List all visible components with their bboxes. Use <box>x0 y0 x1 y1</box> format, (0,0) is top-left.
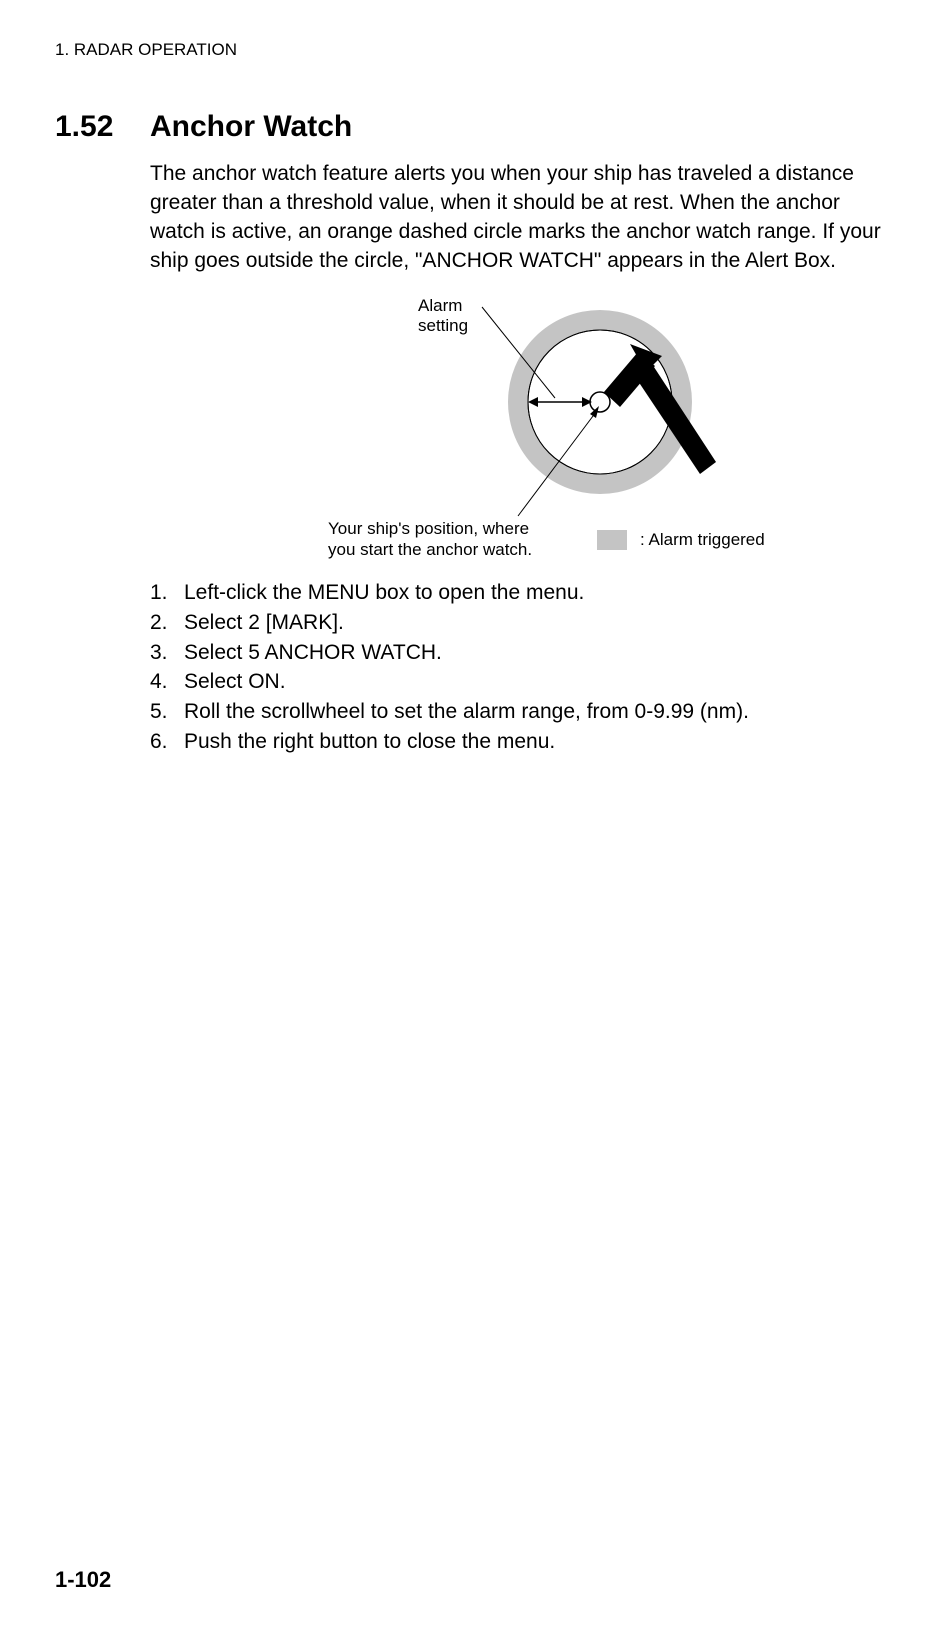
step-number: 2. <box>150 608 184 638</box>
list-item: 2. Select 2 [MARK]. <box>150 608 895 638</box>
step-text: Select ON. <box>184 667 286 697</box>
chapter-header: 1. RADAR OPERATION <box>55 40 895 60</box>
list-item: 4. Select ON. <box>150 667 895 697</box>
section-number: 1.52 <box>55 110 150 144</box>
step-number: 6. <box>150 727 184 757</box>
steps-list: 1. Left-click the MENU box to open the m… <box>150 578 895 757</box>
anchor-watch-svg <box>480 302 740 532</box>
diagram-alarm-label: Alarmsetting <box>418 296 468 337</box>
step-text: Push the right button to close the menu. <box>184 727 555 757</box>
page-number: 1-102 <box>55 1567 111 1593</box>
legend-text: : Alarm triggered <box>640 530 765 550</box>
step-text: Left-click the MENU box to open the menu… <box>184 578 584 608</box>
step-number: 3. <box>150 638 184 668</box>
step-text: Select 5 ANCHOR WATCH. <box>184 638 442 668</box>
list-item: 1. Left-click the MENU box to open the m… <box>150 578 895 608</box>
step-text: Roll the scrollwheel to set the alarm ra… <box>184 697 749 727</box>
section-paragraph: The anchor watch feature alerts you when… <box>150 160 895 276</box>
step-text: Select 2 [MARK]. <box>184 608 344 638</box>
legend-swatch <box>597 530 627 550</box>
diagram-ship-label: Your ship's position, whereyou start the… <box>328 518 532 561</box>
section-heading: 1.52 Anchor Watch <box>55 110 895 144</box>
anchor-watch-diagram: Alarmsetting Your ship's position, where… <box>150 296 895 566</box>
list-item: 5. Roll the scrollwheel to set the alarm… <box>150 697 895 727</box>
step-number: 1. <box>150 578 184 608</box>
step-number: 4. <box>150 667 184 697</box>
section-title: Anchor Watch <box>150 110 352 144</box>
list-item: 3. Select 5 ANCHOR WATCH. <box>150 638 895 668</box>
step-number: 5. <box>150 697 184 727</box>
list-item: 6. Push the right button to close the me… <box>150 727 895 757</box>
